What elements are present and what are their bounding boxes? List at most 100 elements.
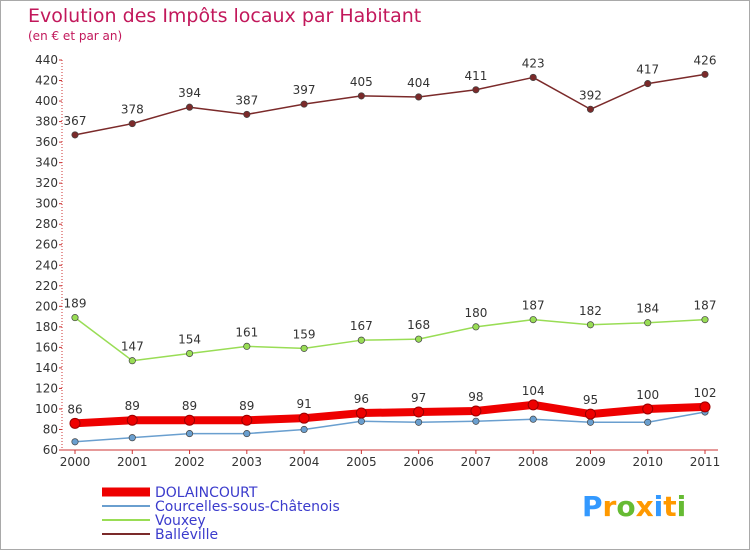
series-3: 367 378 394 387 397 405 404 411 423 392 417 426 — [64, 53, 717, 139]
data-point — [529, 316, 537, 324]
chart-title: Evolution des Impôts locaux par Habitant — [28, 5, 421, 27]
data-point — [241, 414, 253, 426]
y-tick-label: 420 — [35, 74, 58, 88]
data-point — [413, 406, 425, 418]
data-label: 147 — [121, 340, 144, 354]
logo-letter: o — [616, 490, 635, 523]
data-label: 189 — [64, 297, 87, 311]
data-label: 154 — [178, 333, 201, 347]
x-tick-label: 2007 — [461, 455, 492, 469]
data-point — [644, 80, 652, 88]
data-label: 182 — [579, 304, 602, 318]
data-point — [128, 120, 136, 128]
y-tick-label: 360 — [35, 135, 58, 149]
data-point — [470, 405, 482, 417]
data-point — [126, 414, 138, 426]
data-point — [472, 86, 480, 94]
x-tick-label: 2010 — [632, 455, 663, 469]
y-tick-label: 140 — [35, 361, 58, 375]
series-1 — [71, 408, 709, 446]
x-tick-label: 2003 — [232, 455, 263, 469]
y-tick-label: 220 — [35, 279, 58, 293]
data-label: 404 — [407, 76, 430, 90]
data-label: 367 — [64, 114, 87, 128]
logo-letter: x — [636, 490, 654, 523]
logo-text: Proxiti — [582, 490, 686, 523]
data-label: 100 — [636, 388, 659, 402]
data-point — [71, 314, 79, 322]
data-point — [300, 100, 308, 108]
data-point — [357, 92, 365, 100]
data-point — [701, 70, 709, 78]
data-label: 86 — [67, 402, 82, 416]
data-label: 187 — [694, 299, 717, 313]
data-label: 104 — [522, 384, 545, 398]
data-label: 161 — [235, 325, 258, 339]
data-point — [243, 430, 251, 438]
data-point — [529, 73, 537, 81]
data-label: 168 — [407, 318, 430, 332]
y-tick-label: 160 — [35, 340, 58, 354]
data-label: 89 — [182, 399, 197, 413]
data-point — [586, 418, 595, 426]
data-label: 95 — [583, 393, 598, 407]
logo-letter: r — [603, 490, 617, 523]
data-point — [415, 93, 423, 101]
legend-label: DOLAINCOURT — [155, 485, 258, 501]
data-label: 417 — [636, 63, 659, 77]
data-label: 387 — [235, 93, 258, 107]
series-line — [74, 411, 706, 443]
data-point — [300, 344, 308, 352]
x-tick-label: 2004 — [289, 455, 320, 469]
axes: 60 80 100 120 140 160 180 200 220 240 260 280 300 320… — [35, 53, 720, 469]
logo-letter: P — [582, 490, 603, 523]
data-label: 167 — [350, 319, 373, 333]
y-tick-label: 60 — [43, 443, 58, 457]
legend-label: Balléville — [155, 527, 218, 543]
data-label: 96 — [354, 392, 369, 406]
data-label: 405 — [350, 75, 373, 89]
data-point — [529, 415, 537, 423]
x-tick-label: 2005 — [346, 455, 377, 469]
data-point — [185, 430, 194, 438]
y-tick-label: 340 — [35, 156, 58, 170]
data-point — [472, 417, 480, 425]
y-tick-label: 300 — [35, 197, 58, 211]
legend-label: Vouxey — [155, 513, 206, 529]
data-point — [644, 319, 652, 327]
data-point — [415, 335, 423, 343]
data-point — [298, 412, 310, 424]
y-tick-label: 200 — [35, 299, 58, 313]
data-label: 180 — [464, 306, 487, 320]
data-point — [644, 418, 652, 426]
y-tick-label: 440 — [35, 53, 58, 67]
data-point — [701, 316, 709, 324]
data-label: 184 — [636, 302, 659, 316]
data-label: 394 — [178, 86, 201, 100]
proxiti-logo: Proxiti — [582, 490, 686, 523]
y-tick-label: 260 — [35, 238, 58, 252]
data-point — [699, 401, 711, 413]
y-tick-label: 80 — [43, 422, 58, 436]
data-label: 89 — [125, 399, 140, 413]
data-label: 411 — [464, 69, 487, 83]
data-point — [355, 407, 367, 419]
data-point — [586, 105, 595, 113]
data-point — [642, 403, 654, 415]
series-line — [74, 73, 706, 136]
data-point — [527, 399, 539, 411]
x-tick-label: 2011 — [690, 455, 721, 469]
x-tick-label: 2009 — [575, 455, 606, 469]
series-line — [74, 400, 706, 428]
data-label: 102 — [694, 386, 717, 400]
x-tick-label: 2001 — [117, 455, 148, 469]
data-point — [584, 408, 596, 420]
series-0: 86 89 89 89 91 96 97 98 104 95 100 102 — [67, 384, 717, 429]
logo-letter: t — [663, 490, 676, 523]
y-tick-label: 120 — [35, 381, 58, 395]
x-tick-label: 2002 — [174, 455, 205, 469]
data-label: 426 — [694, 53, 717, 67]
data-point — [69, 417, 81, 429]
